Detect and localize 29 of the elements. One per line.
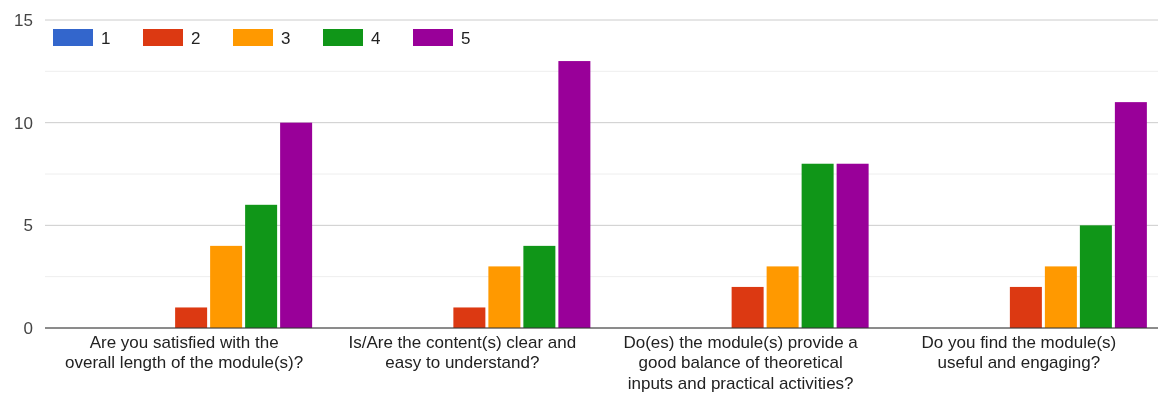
bar bbox=[801, 163, 834, 328]
bar bbox=[210, 245, 243, 328]
bar bbox=[488, 266, 521, 328]
legend-label: 3 bbox=[281, 29, 291, 48]
x-tick-label: Are you satisfied with the overall length of the module(s)? bbox=[65, 333, 304, 373]
bar bbox=[731, 286, 764, 328]
y-tick-label: 10 bbox=[14, 113, 33, 133]
legend-label: 4 bbox=[371, 29, 381, 48]
bar bbox=[453, 307, 486, 328]
legend-label: 5 bbox=[461, 29, 471, 48]
legend-label: 2 bbox=[191, 29, 201, 48]
bar bbox=[1044, 266, 1077, 328]
bar bbox=[280, 122, 313, 328]
bar bbox=[1114, 102, 1147, 328]
bar bbox=[175, 307, 208, 328]
x-tick-label: Do(es) the module(s) provide a good balance of theoretical inputs and practical activities? bbox=[623, 333, 859, 393]
bar bbox=[558, 61, 591, 328]
x-tick-label: Do you find the module(s) useful and engaging? bbox=[921, 333, 1117, 373]
bar bbox=[766, 266, 799, 328]
bar bbox=[1079, 225, 1112, 328]
bar bbox=[245, 204, 278, 328]
x-tick-label: Is/Are the content(s) clear and easy to understand? bbox=[348, 333, 577, 373]
bar bbox=[836, 163, 869, 328]
y-tick-label: 5 bbox=[23, 216, 33, 236]
y-tick-label: 15 bbox=[14, 10, 33, 30]
y-tick-label: 0 bbox=[23, 318, 33, 338]
bar bbox=[1009, 286, 1042, 328]
bar bbox=[523, 245, 556, 328]
legend-label: 1 bbox=[101, 29, 111, 48]
